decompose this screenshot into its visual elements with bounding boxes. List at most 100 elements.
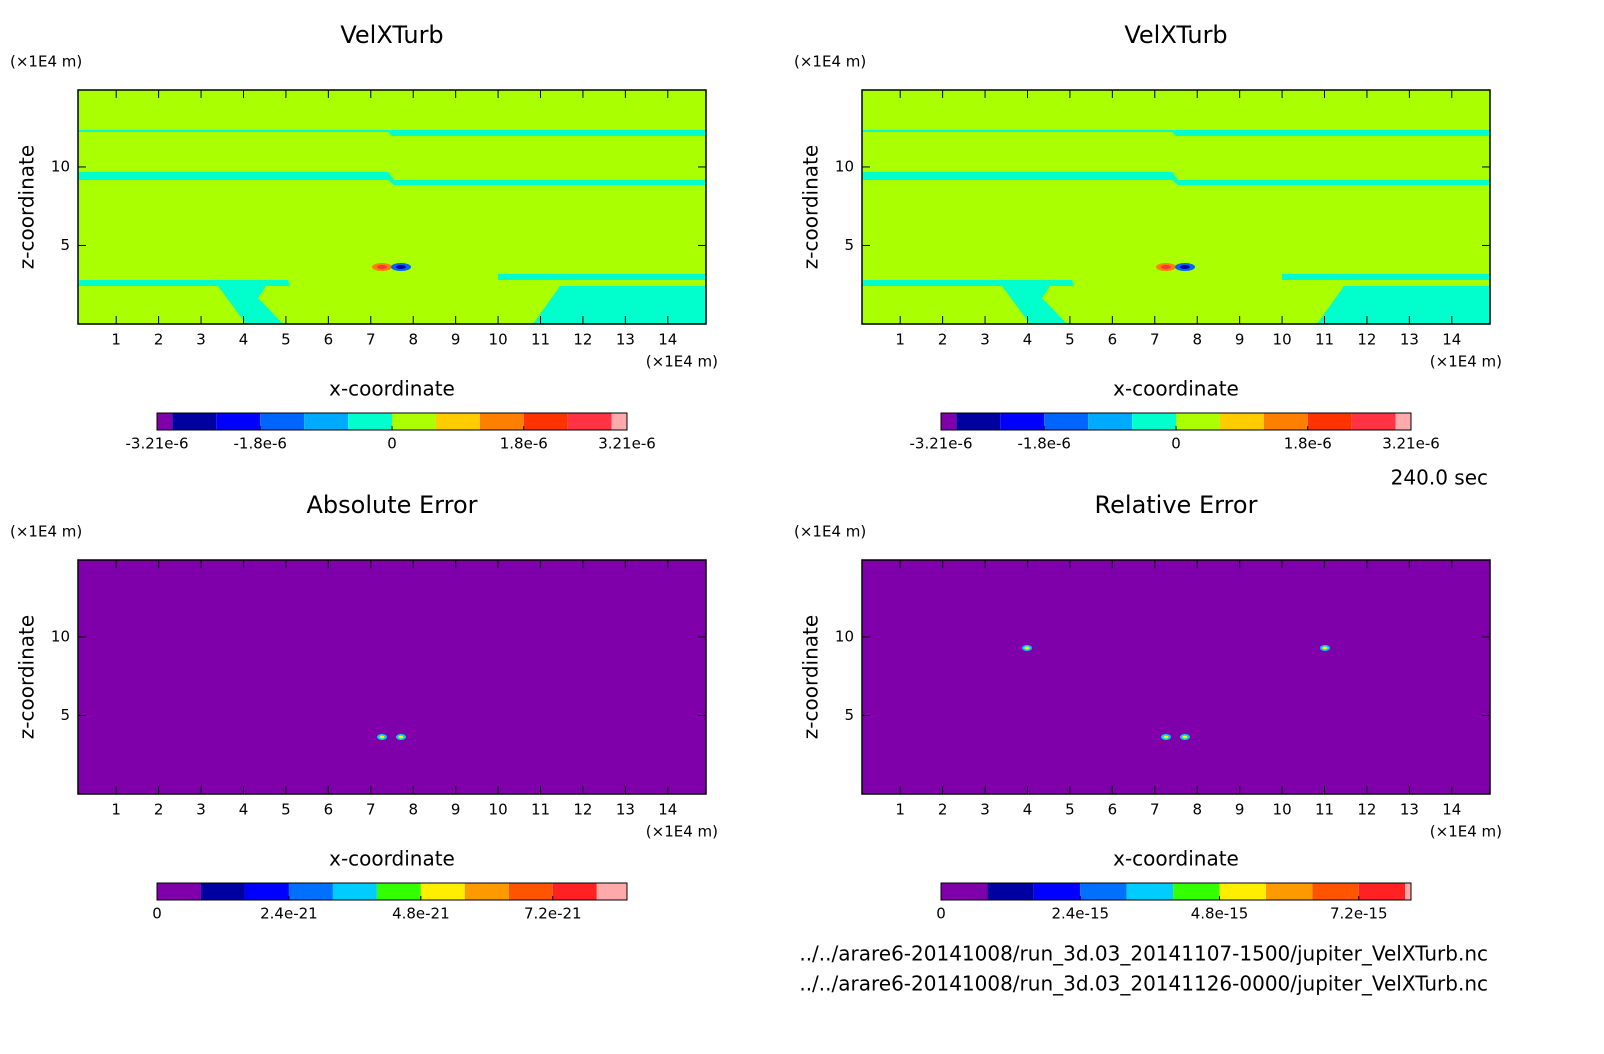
y-axis-label: z-coordinate bbox=[799, 615, 823, 739]
colorbar-segment bbox=[1265, 883, 1313, 900]
colorbar-segment bbox=[1033, 883, 1081, 900]
field bbox=[862, 560, 1490, 794]
x-tick-label: 11 bbox=[1315, 801, 1334, 819]
colorbar-segment bbox=[1395, 413, 1411, 430]
field-region bbox=[498, 274, 706, 280]
x-tick-label: 5 bbox=[1065, 331, 1075, 349]
field-region bbox=[1322, 646, 1328, 650]
colorbar-segment bbox=[1173, 883, 1220, 900]
field-region bbox=[78, 172, 706, 185]
x-tick-label: 12 bbox=[1357, 801, 1376, 819]
x-tick-label: 9 bbox=[451, 801, 461, 819]
colorbar-segment bbox=[304, 413, 349, 430]
x-tick-label: 12 bbox=[1357, 331, 1376, 349]
field-region bbox=[1024, 646, 1030, 650]
x-tick-label: 9 bbox=[451, 331, 461, 349]
x-tick-label: 1 bbox=[895, 331, 905, 349]
x-tick-label: 4 bbox=[1023, 331, 1033, 349]
colorbar-segment bbox=[552, 883, 597, 900]
x-tick-label: 13 bbox=[1400, 801, 1419, 819]
x-tick-label: 14 bbox=[658, 801, 677, 819]
x-tick-label: 14 bbox=[658, 331, 677, 349]
field-region bbox=[1282, 274, 1490, 280]
field-region bbox=[1317, 286, 1490, 324]
colorbar-tick-label: 3.21e-6 bbox=[1382, 435, 1440, 453]
plot-frame bbox=[77, 89, 707, 325]
x-tick-label: 8 bbox=[408, 801, 418, 819]
x-tick-label: 3 bbox=[980, 801, 990, 819]
field-region bbox=[862, 172, 1490, 185]
x-axis-label: x-coordinate bbox=[1113, 847, 1239, 871]
colorbar-segment bbox=[596, 883, 627, 900]
colorbar-segment bbox=[941, 883, 988, 900]
x-tick-label: 9 bbox=[1235, 331, 1245, 349]
x-tick-label: 7 bbox=[366, 801, 376, 819]
colorbar-tick-label: -1.8e-6 bbox=[233, 435, 286, 453]
x-tick-label: 2 bbox=[938, 331, 948, 349]
field-region bbox=[398, 735, 404, 739]
file-path: ../../arare6-20141008/run_3d.03_20141126… bbox=[799, 972, 1488, 996]
field-region bbox=[377, 265, 387, 269]
x-tick-label: 6 bbox=[1108, 331, 1118, 349]
colorbar-segment bbox=[523, 413, 568, 430]
field bbox=[78, 90, 706, 324]
colorbar-segment bbox=[1080, 883, 1127, 900]
colorbar-segment bbox=[435, 413, 480, 430]
colorbar-segment bbox=[479, 413, 524, 430]
colorbar-tick-label: 1.8e-6 bbox=[1284, 435, 1332, 453]
x-tick-label: 1 bbox=[895, 801, 905, 819]
x-tick-label: 4 bbox=[1023, 801, 1033, 819]
y-tick-label: 10 bbox=[835, 157, 854, 175]
x-tick-label: 2 bbox=[154, 331, 164, 349]
x-tick-label: 8 bbox=[1192, 801, 1202, 819]
field-region bbox=[1180, 265, 1190, 269]
x-tick-label: 8 bbox=[408, 331, 418, 349]
field-region bbox=[1161, 265, 1171, 269]
x-tick-label: 7 bbox=[1150, 331, 1160, 349]
colorbar-segment bbox=[244, 883, 289, 900]
colorbar-segment bbox=[216, 413, 261, 430]
field bbox=[78, 560, 706, 794]
colorbar-segment bbox=[956, 413, 1001, 430]
colorbar-segment bbox=[200, 883, 245, 900]
y-tick-label: 5 bbox=[60, 236, 70, 254]
colorbar-segment bbox=[420, 883, 465, 900]
x-unit: (×1E4 m) bbox=[1430, 823, 1502, 841]
x-tick-label: 4 bbox=[239, 801, 249, 819]
time-label: 240.0 sec bbox=[1391, 466, 1488, 490]
colorbar-segment bbox=[1132, 413, 1176, 430]
field-region bbox=[1002, 286, 1067, 324]
colorbar-segment bbox=[1351, 413, 1396, 430]
field-region bbox=[218, 286, 283, 324]
colorbar-tick-label: 0 bbox=[1171, 435, 1181, 453]
y-tick-label: 10 bbox=[835, 627, 854, 645]
colorbar-segment bbox=[1263, 413, 1308, 430]
y-tick-label: 10 bbox=[51, 157, 70, 175]
y-unit: (×1E4 m) bbox=[10, 53, 82, 71]
colorbar-tick-label: -3.21e-6 bbox=[126, 435, 189, 453]
field-region bbox=[1163, 735, 1169, 739]
x-tick-label: 10 bbox=[489, 331, 508, 349]
y-axis-label: z-coordinate bbox=[15, 615, 39, 739]
field-region bbox=[78, 280, 290, 286]
x-unit: (×1E4 m) bbox=[646, 353, 718, 371]
colorbar-segment bbox=[288, 883, 333, 900]
colorbar-segment bbox=[1307, 413, 1352, 430]
x-tick-label: 11 bbox=[1315, 331, 1334, 349]
x-axis-label: x-coordinate bbox=[329, 377, 455, 401]
field-region bbox=[862, 280, 1074, 286]
x-tick-label: 6 bbox=[1108, 801, 1118, 819]
x-tick-label: 5 bbox=[1065, 801, 1075, 819]
y-tick-label: 5 bbox=[60, 706, 70, 724]
plot-frame bbox=[861, 89, 1491, 325]
x-tick-label: 9 bbox=[1235, 801, 1245, 819]
colorbar-segment bbox=[376, 883, 421, 900]
field-region bbox=[379, 735, 385, 739]
x-axis-label: x-coordinate bbox=[329, 847, 455, 871]
y-axis-label: z-coordinate bbox=[15, 145, 39, 269]
y-tick-label: 10 bbox=[51, 627, 70, 645]
x-tick-label: 13 bbox=[1400, 331, 1419, 349]
x-tick-label: 4 bbox=[239, 331, 249, 349]
colorbar-segment bbox=[941, 413, 957, 430]
